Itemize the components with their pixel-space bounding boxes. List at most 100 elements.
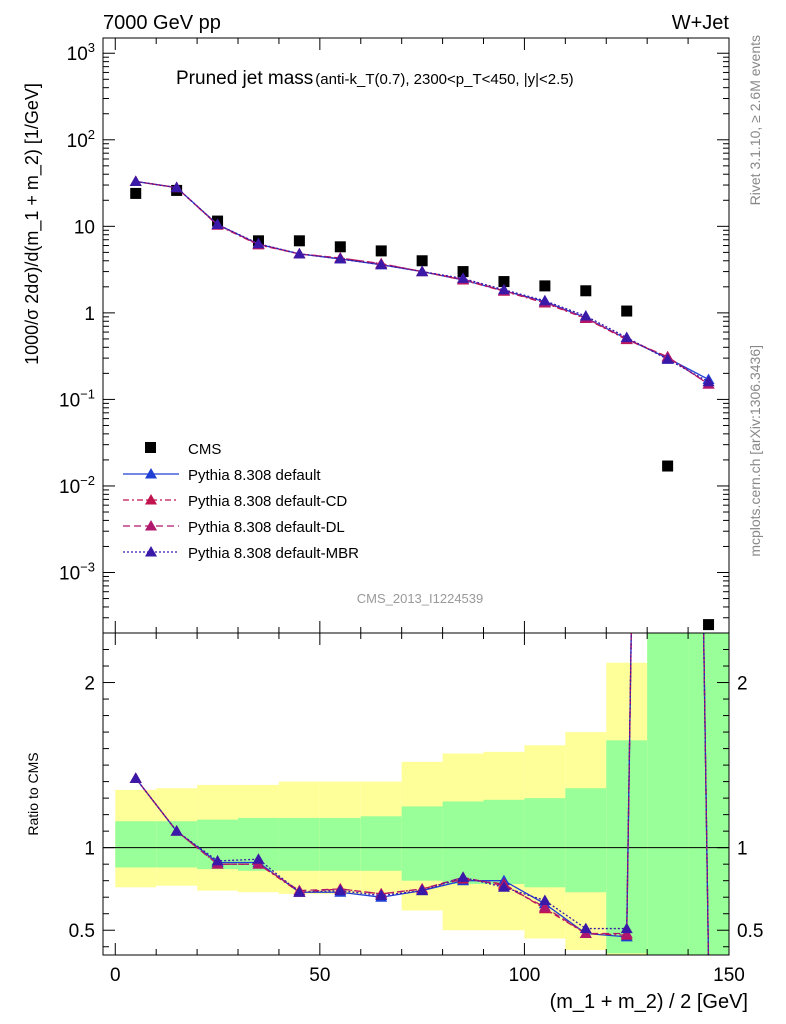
main-y-tick-label-mantissa: 10	[74, 217, 95, 238]
main-y-tick-label-exponent: −2	[80, 473, 95, 488]
mc-series-marker	[293, 247, 306, 259]
ratio-x-tick-label: 0	[110, 965, 121, 986]
mc-series-marker	[416, 265, 429, 277]
ratio-y-tick-label: 2	[84, 674, 95, 695]
mc-series-marker	[211, 218, 224, 229]
mc-series-marker	[702, 375, 715, 387]
band-inner-bin	[442, 801, 484, 884]
main-y-tick-label-exponent: 2	[88, 127, 95, 142]
analysis-watermark: CMS_2013_I1224539	[357, 591, 484, 606]
main-y-tick-label: 10−3	[59, 560, 95, 585]
ratio-y-tick-label: 1	[84, 839, 95, 860]
band-inner-bin	[524, 798, 566, 888]
main-ylabel: 1000/σ 2dσ)/d(m_1 + m_2) [1/GeV]	[22, 83, 43, 365]
cms-data-point	[539, 280, 551, 292]
mc-series-line	[135, 180, 709, 381]
plot-title-main: Pruned jet mass	[176, 68, 313, 89]
main-y-tick-label: 10−2	[59, 473, 95, 498]
mc-series-marker	[129, 175, 142, 186]
main-y-tick-label-exponent: −1	[80, 386, 95, 401]
ratio-y-tick-label-right: 0.5	[737, 921, 763, 942]
legend-label: Pythia 8.308 default-DL	[188, 519, 345, 536]
band-inner-bin	[115, 821, 157, 868]
band-inner-bin	[647, 633, 689, 955]
legend-marker	[145, 494, 157, 505]
legend-marker-cms	[145, 442, 156, 453]
cms-data-point	[375, 245, 387, 257]
main-plot-frame	[102, 37, 730, 634]
band-inner-bin	[565, 788, 607, 893]
ratio-series-marker	[252, 853, 265, 864]
main-y-tick-label: 102	[67, 127, 95, 152]
main-y-tick-label: 1	[84, 304, 95, 325]
mc-series-marker	[661, 353, 674, 364]
ratio-x-tick-label: 100	[509, 965, 541, 986]
band-inner-bin	[278, 817, 320, 871]
ratio-y-tick-label: 0.5	[69, 921, 95, 942]
main-y-tick-label: 10	[74, 217, 95, 238]
mc-series-line	[135, 180, 709, 385]
main-y-tick-label-mantissa: 10	[59, 564, 80, 585]
main-y-tick-label-mantissa: 1	[84, 304, 95, 325]
band-inner-bin	[401, 806, 443, 881]
cms-data-point	[703, 619, 715, 631]
ratio-series-marker	[538, 894, 551, 906]
cms-data-point	[621, 305, 633, 317]
legend-label: Pythia 8.308 default	[188, 467, 321, 484]
header-right: W+Jet	[672, 12, 730, 34]
plot-title-detail: (anti-k_T(0.7), 2300<p_T<450, |y|<2.5)	[315, 71, 573, 88]
mc-series-marker	[334, 252, 347, 264]
mc-series-marker	[538, 294, 551, 306]
mc-series-marker	[620, 331, 633, 342]
cms-data-point	[334, 241, 346, 253]
ratio-series-marker	[620, 922, 633, 934]
plot-title: Pruned jet mass (anti-k_T(0.7), 2300<p_T<…	[176, 68, 574, 89]
side-rivet-label: Rivet 3.1.10, ≥ 2.6M events	[747, 35, 763, 205]
ratio-x-tick-label: 50	[309, 965, 330, 986]
ratio-series-marker	[129, 772, 142, 783]
ratio-series-marker	[497, 881, 510, 892]
ratio-series-marker	[538, 901, 551, 912]
ratio-xlabel: (m_1 + m_2) / 2 [GeV]	[550, 991, 748, 1013]
ratio-series-marker	[416, 884, 429, 896]
ratio-x-tick-label: 150	[713, 965, 745, 986]
cms-data-point	[130, 187, 142, 199]
main-y-tick-label: 103	[67, 40, 95, 65]
band-inner-bin	[319, 817, 361, 871]
cms-data-point	[580, 285, 592, 297]
legend-label: CMS	[188, 441, 221, 458]
band-inner-bin	[360, 816, 402, 871]
ratio-y-tick-label-right: 2	[737, 674, 748, 695]
ratio-series-marker	[334, 884, 347, 896]
main-y-tick-label-mantissa: 10	[67, 131, 88, 152]
ratio-series-marker	[579, 922, 592, 934]
ratio-series-marker	[293, 886, 306, 897]
mc-series-line	[135, 180, 709, 385]
mc-series-line	[135, 180, 709, 383]
legend-label: Pythia 8.308 default-CD	[188, 493, 347, 510]
cms-data-point	[457, 266, 469, 278]
ratio-uncertainty-bands	[103, 633, 729, 955]
header-left: 7000 GeV pp	[103, 12, 221, 34]
band-inner-bin	[688, 633, 729, 955]
ratio-series-marker	[170, 825, 183, 836]
ratio-ylabel: Ratio to CMS	[25, 752, 41, 835]
mc-series-marker	[579, 310, 592, 321]
main-y-tick-label-exponent: 3	[88, 40, 95, 55]
cms-data-point	[293, 235, 305, 247]
main-y-tick-label-mantissa: 10	[67, 44, 88, 65]
cms-data-point	[662, 460, 674, 472]
legend-marker	[145, 520, 157, 531]
legend: CMS Pythia 8.308 default Pythia 8.308 defa…	[123, 441, 359, 562]
mc-series-marker	[497, 283, 510, 295]
cms-data-point	[498, 276, 510, 288]
ratio-series-marker	[457, 871, 470, 882]
mc-series-marker	[375, 258, 388, 270]
main-y-tick-label-mantissa: 10	[59, 390, 80, 411]
main-y-tick-label: 10−1	[59, 386, 95, 411]
mc-series-marker	[252, 237, 265, 249]
ratio-series-group	[129, 633, 710, 955]
ratio-series-marker	[375, 889, 388, 901]
band-inner-bin	[483, 799, 525, 884]
